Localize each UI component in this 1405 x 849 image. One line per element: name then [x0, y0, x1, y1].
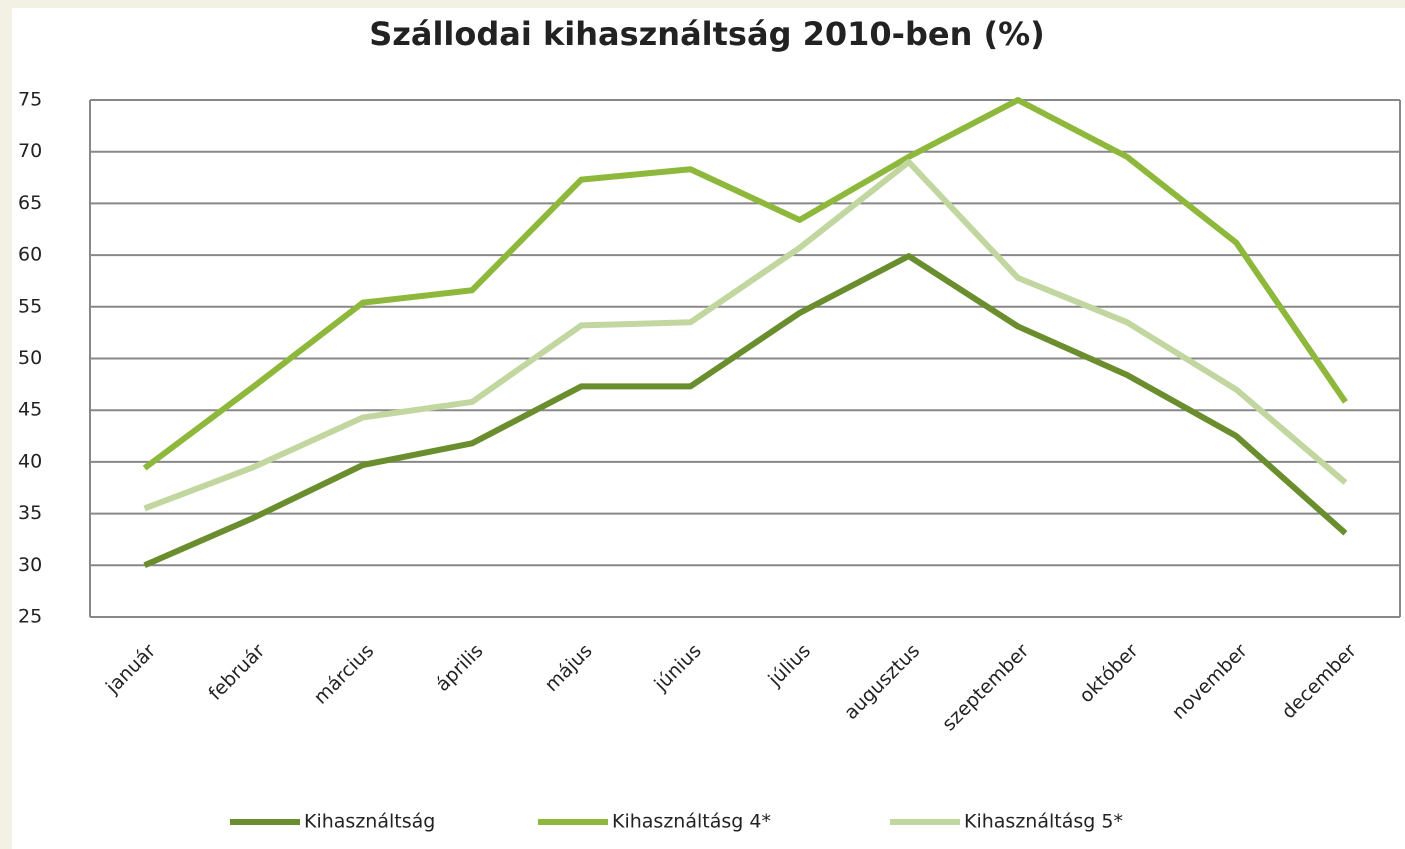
legend-label: Kihasználtásg 4*	[612, 811, 771, 833]
y-tick-label: 45	[18, 399, 42, 421]
legend-label: Kihasználtság	[304, 811, 435, 833]
chart-title: Szállodai kihasználtság 2010-ben (%)	[369, 15, 1045, 53]
y-tick-label: 60	[18, 244, 42, 266]
series-line	[143, 253, 1348, 569]
y-tick-label: 70	[18, 140, 42, 162]
chart-area	[12, 8, 1405, 849]
y-tick-label: 55	[18, 295, 42, 317]
y-tick-label: 25	[18, 606, 42, 628]
legend-label: Kihasználtásg 5*	[964, 811, 1123, 833]
y-tick-label: 75	[18, 89, 42, 111]
y-tick-label: 65	[18, 192, 42, 214]
series-line	[143, 159, 1348, 512]
y-tick-label: 50	[18, 347, 42, 369]
series-line	[142, 97, 1348, 471]
y-tick-label: 35	[18, 502, 42, 524]
y-tick-label: 40	[18, 450, 42, 472]
y-tick-label: 30	[18, 554, 42, 576]
